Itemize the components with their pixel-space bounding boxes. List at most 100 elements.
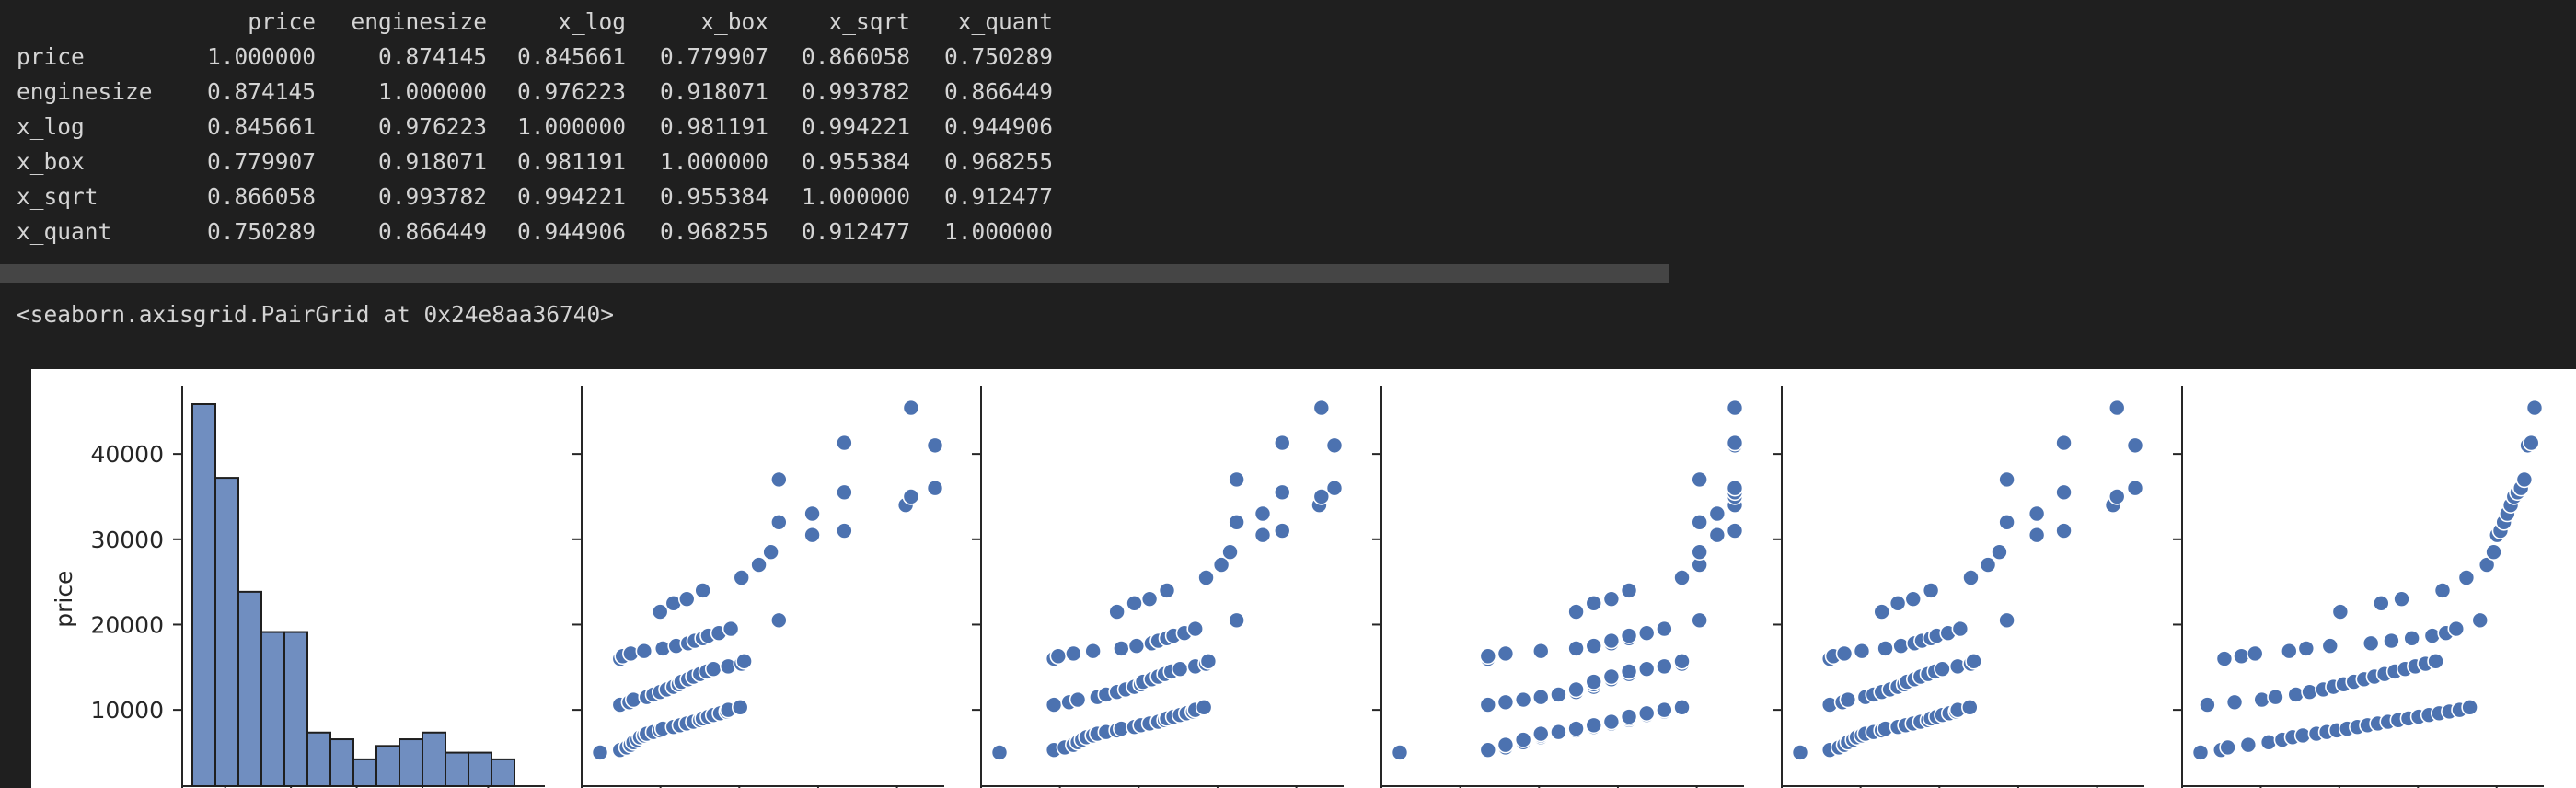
scatter-point [1726, 522, 1744, 539]
scatter-point [1979, 556, 1997, 574]
scatter-point [1673, 569, 1691, 586]
pairgrid-repr-text: <seaborn.axisgrid.PairGrid at 0x24e8aa36… [17, 301, 615, 328]
scatter-point [1158, 582, 1176, 599]
table-cell: 0.994221 [801, 113, 910, 140]
scatter-point [1531, 642, 1550, 660]
scatter-point [2447, 620, 2466, 638]
table-cell: 0.981191 [659, 113, 768, 140]
scatter-point [1726, 479, 1744, 497]
scatter-point [2522, 434, 2540, 452]
scatter-point [1620, 663, 1638, 680]
scatter-point [2427, 653, 2444, 670]
scatter-point [1550, 723, 1567, 741]
table-cell: 0.750289 [206, 218, 316, 245]
column-header: enginesize [351, 8, 487, 35]
scatter-point [1531, 724, 1550, 743]
scatter-point [2267, 688, 2284, 706]
scatter-point [1673, 653, 1691, 670]
table-cell: 0.874145 [377, 43, 487, 70]
scatter-point [1691, 543, 1708, 561]
scatter-point [926, 479, 944, 497]
scatter-point [990, 744, 1009, 761]
scatter-point [2246, 644, 2264, 663]
scatter-point [1951, 620, 1970, 638]
table-cell: 0.779907 [659, 43, 768, 70]
output-scrollbar[interactable] [0, 264, 1669, 283]
scatter-point [1171, 660, 1189, 678]
scatter-point [2027, 526, 2046, 544]
scatter-point [2108, 399, 2126, 417]
scatter-point [1253, 526, 1272, 544]
scatter-point [591, 744, 609, 761]
table-cell: 0.944906 [943, 113, 1053, 140]
scatter-point [1873, 603, 1890, 620]
scatter-point [770, 470, 788, 489]
column-header: x_box [700, 8, 768, 35]
scatter-point [1228, 611, 1245, 630]
scatter-point [1691, 470, 1708, 489]
table-cell: 0.866449 [943, 78, 1053, 105]
scatter-point [1550, 686, 1567, 703]
scatter-point [1934, 660, 1951, 678]
scatter-point [2433, 582, 2452, 599]
scatter-point [902, 488, 920, 505]
scatter-point [1273, 522, 1291, 539]
scatter-point [1791, 744, 1809, 761]
histogram-bar [399, 738, 423, 788]
scatter-point [735, 653, 753, 670]
scatter-point [1312, 488, 1331, 505]
scatter-point [770, 513, 788, 531]
scatter-point [1273, 434, 1291, 452]
scatter-point [2199, 696, 2216, 713]
table-cell: 1.000000 [516, 113, 626, 140]
pairgrid-figure: 10000 20000 30000 40000 price [31, 369, 2576, 788]
table-cell: 1.000000 [801, 183, 910, 210]
y-tick-label: 10000 [90, 697, 164, 724]
table-row: x_log 0.845661 0.976223 1.000000 0.98119… [17, 110, 1053, 145]
histogram-bar [329, 738, 354, 788]
row-label: x_log [17, 113, 85, 140]
scatter-point [1065, 644, 1082, 663]
scatter-point [1602, 590, 1621, 608]
scatter-point [1127, 637, 1146, 655]
scatter-point [2215, 650, 2234, 667]
table-row: price 1.000000 0.874145 0.845661 0.77990… [17, 40, 1053, 75]
scatter-point [2471, 611, 2489, 630]
histogram-bar [237, 590, 262, 787]
scatter-point [1691, 513, 1708, 531]
scatter-point [1708, 504, 1727, 523]
scatter-point [1853, 642, 1871, 660]
row-label: x_sqrt [17, 183, 98, 210]
correlation-table: price enginesize x_log x_box x_sqrt x_qu… [17, 5, 1053, 249]
scatter-point [2331, 603, 2350, 620]
scatter-point [803, 526, 821, 544]
table-cell: 0.779907 [206, 148, 316, 175]
table-corner [17, 5, 169, 40]
scatter-point [1620, 627, 1638, 644]
scatter-point [2055, 522, 2073, 539]
column-header: x_quant [957, 8, 1053, 35]
scatter-point [1084, 642, 1102, 660]
scatter-point [902, 399, 920, 417]
table-cell: 0.955384 [801, 148, 910, 175]
scatter-point [1195, 699, 1213, 716]
table-cell: 0.981191 [516, 148, 626, 175]
histogram-bar [214, 477, 239, 788]
table-cell: 1.000000 [659, 148, 768, 175]
scatter-point [1253, 504, 1272, 523]
scatter-point [1531, 688, 1550, 706]
scatter-point [1212, 556, 1230, 574]
scatter-point [1228, 513, 1245, 531]
scatter-point [2321, 637, 2339, 655]
y-tick-label: 20000 [90, 611, 164, 638]
pairgrid-plot: 10000 20000 30000 40000 price [51, 386, 2544, 788]
scatter-point [1567, 640, 1585, 657]
scatter-point [651, 603, 669, 620]
scatter-point [1045, 696, 1063, 713]
scatter-point [1673, 699, 1691, 716]
scatter-point [2461, 699, 2478, 716]
scatter-point [733, 569, 751, 586]
scatter-point [1325, 436, 1344, 455]
table-cell: 0.976223 [516, 78, 626, 105]
scatter-point [722, 620, 740, 638]
